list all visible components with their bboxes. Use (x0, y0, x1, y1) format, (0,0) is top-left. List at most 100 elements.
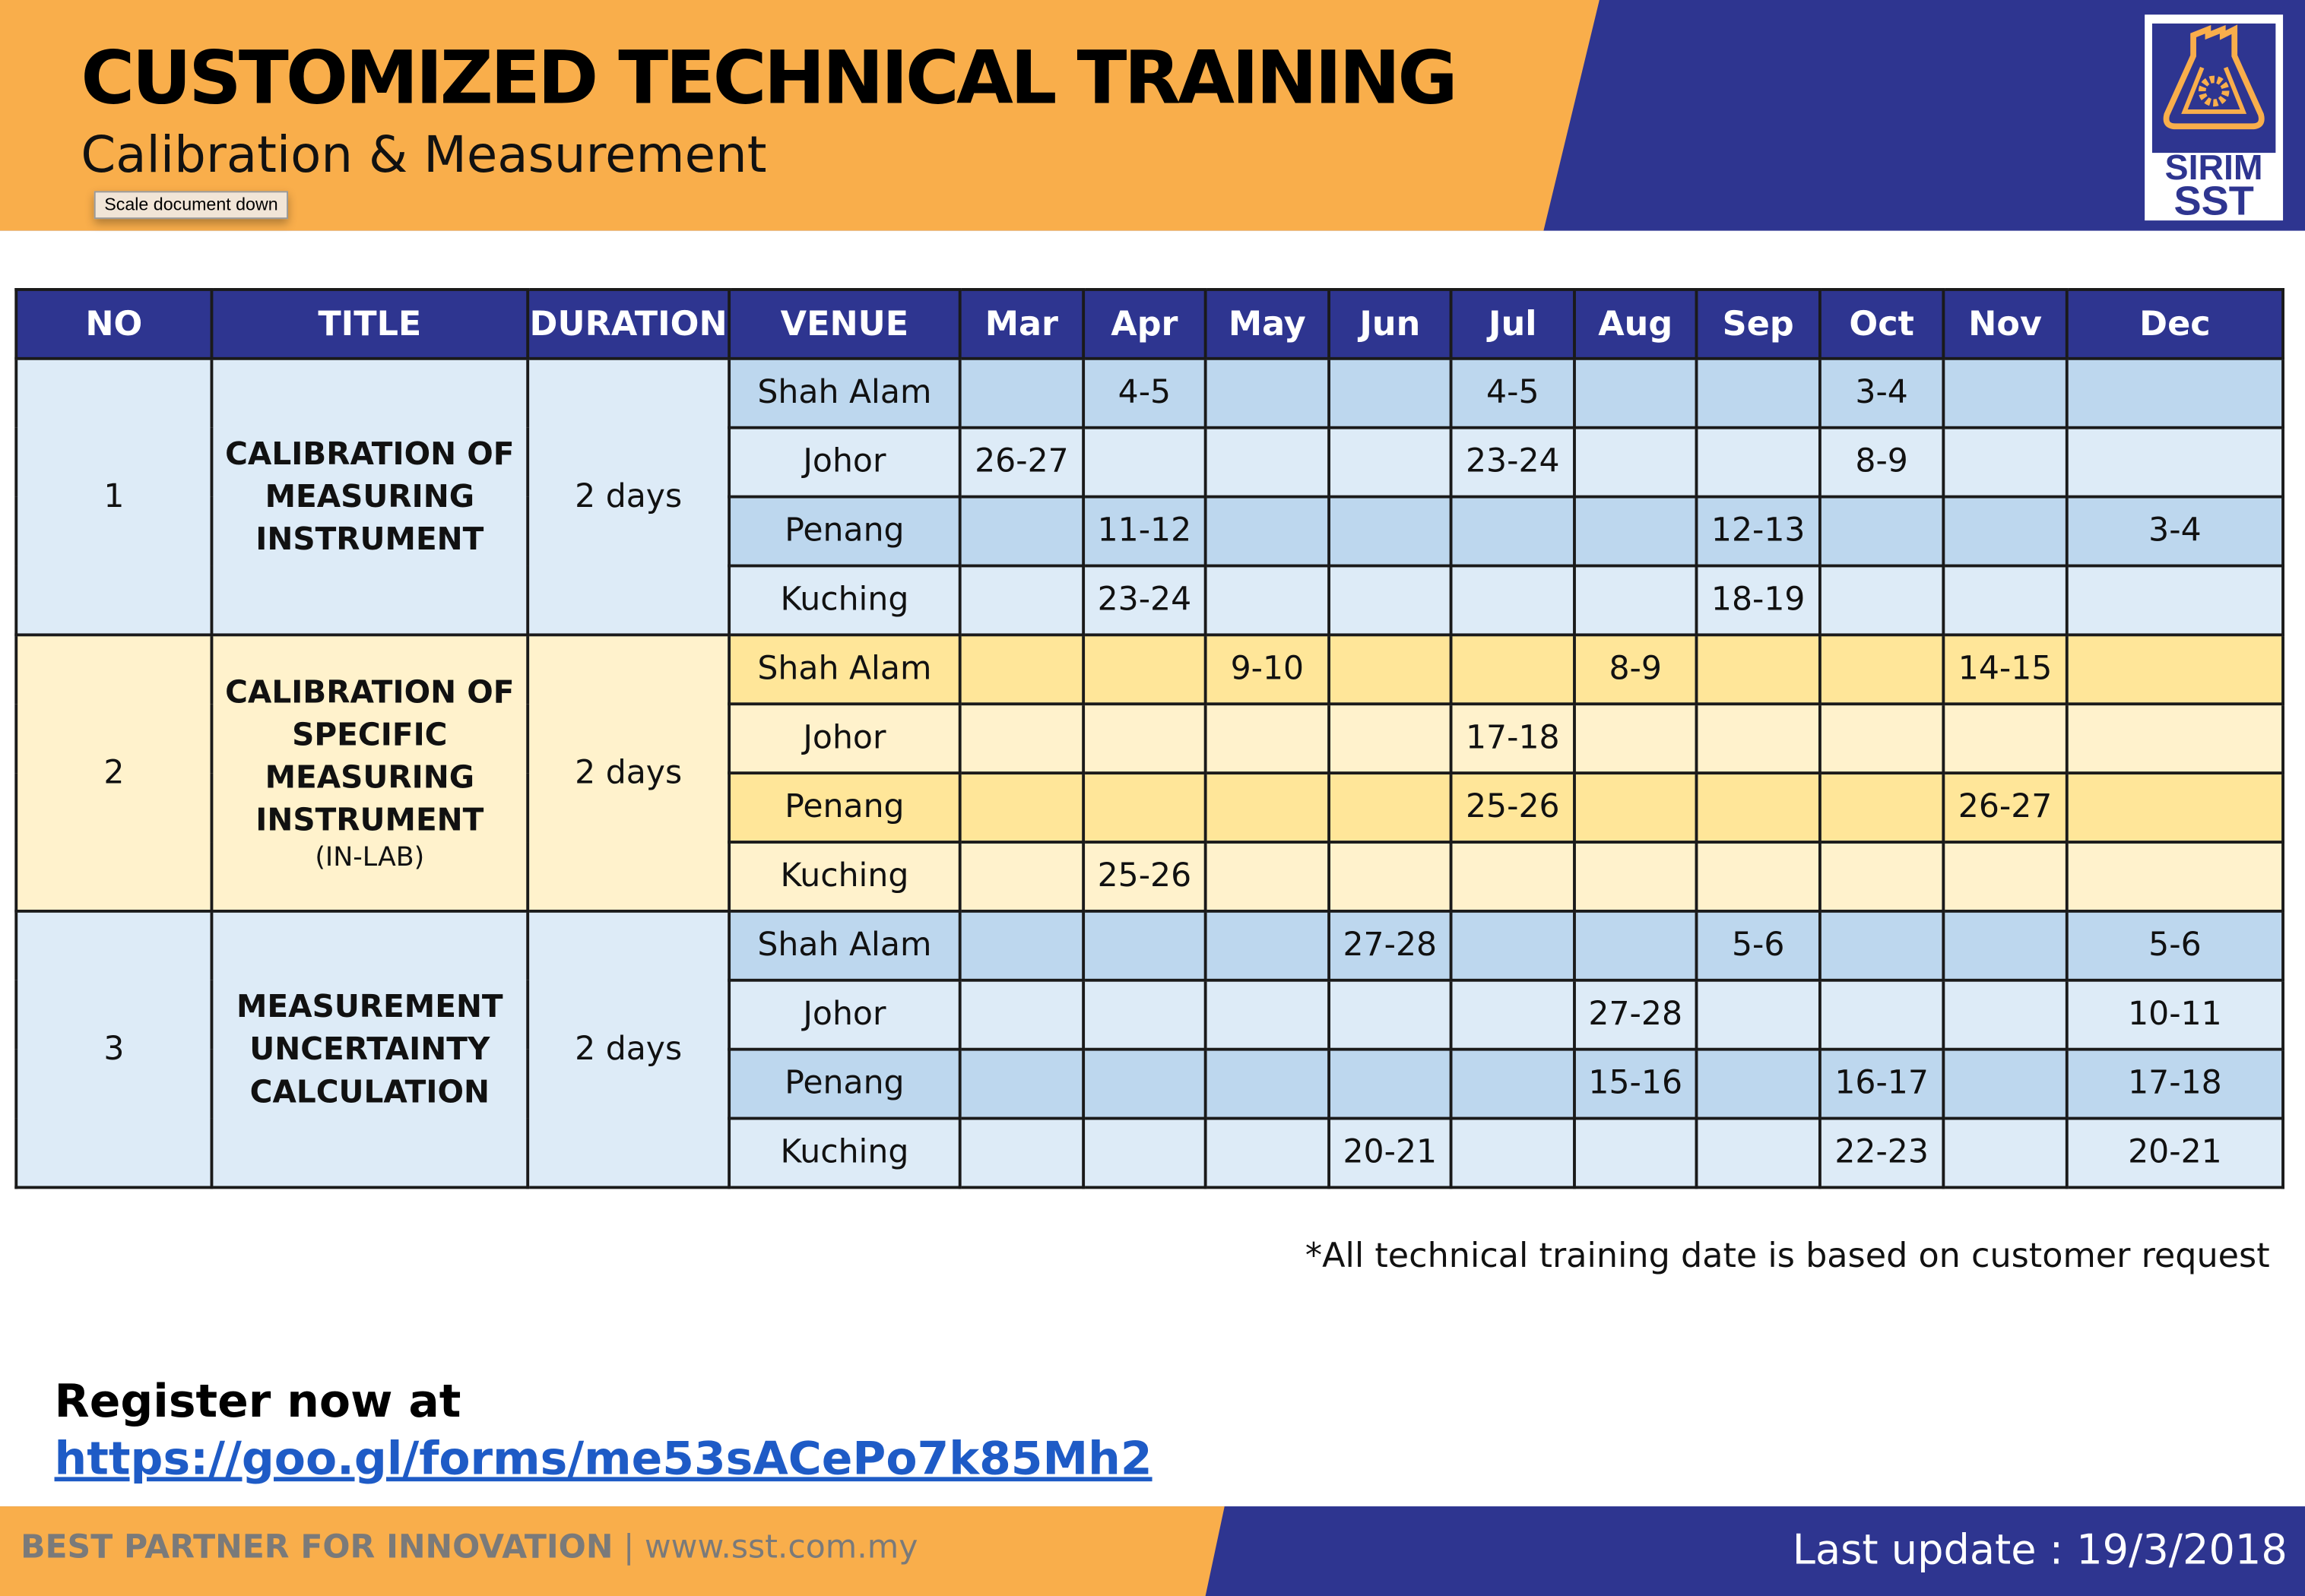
date-cell (1327, 841, 1453, 913)
date-cell (958, 841, 1086, 913)
date-cell (1695, 1047, 1821, 1120)
date-cell (1327, 633, 1453, 706)
date-cell (1818, 702, 1945, 775)
date-cell (2065, 702, 2284, 775)
date-cell (958, 909, 1086, 982)
date-cell (1203, 702, 1330, 775)
date-cell (1573, 495, 1698, 568)
date-cell (1203, 564, 1330, 637)
date-cell: 20-21 (2065, 1116, 2284, 1189)
date-cell: 26-27 (958, 426, 1086, 499)
column-header: Aug (1573, 288, 1698, 360)
date-cell (1818, 909, 1945, 982)
date-cell: 27-28 (1573, 978, 1698, 1051)
date-cell: 4-5 (1449, 356, 1576, 429)
date-cell: 27-28 (1327, 909, 1453, 982)
column-header: Jun (1327, 288, 1453, 360)
tagline: BEST PARTNER FOR INNOVATION (21, 1529, 614, 1567)
table-row: 2 CALIBRATION OF SPECIFIC MEASURING INSTR… (14, 633, 2284, 913)
date-cell (1449, 909, 1576, 982)
course-title: MEASUREMENT UNCERTAINTY CALCULATION (210, 909, 530, 1189)
date-cell: 15-16 (1573, 1047, 1698, 1120)
course-title-subtext: (IN-LAB) (315, 842, 425, 873)
date-cell (958, 356, 1086, 429)
date-cell (1082, 909, 1207, 982)
date-cell (1327, 771, 1453, 844)
column-header: VENUE (728, 288, 962, 360)
date-cell (1203, 426, 1330, 499)
date-cell (1203, 1116, 1330, 1189)
date-cell (1082, 1116, 1207, 1189)
venue-cell: Penang (728, 771, 962, 844)
course-title: CALIBRATION OF SPECIFIC MEASURING INSTRU… (210, 633, 530, 913)
date-cell: 25-26 (1082, 841, 1207, 913)
date-cell (1449, 978, 1576, 1051)
course-number: 1 (14, 356, 214, 637)
date-cell (1327, 495, 1453, 568)
table-header-row: NO TITLE DURATION VENUE Mar Apr May Jun Jul Aug Se… (14, 288, 2284, 360)
date-cell (1818, 564, 1945, 637)
table-row: Johor 17-18 (16, 702, 2284, 775)
date-cell (2065, 426, 2284, 499)
column-header: Nov (1942, 288, 2069, 360)
date-cell (958, 978, 1086, 1051)
date-cell: 10-11 (2065, 978, 2284, 1051)
table-row: Penang 15-16 16-17 17-18 (16, 1047, 2284, 1120)
course-title-text: MEASUREMENT UNCERTAINTY CALCULATION (236, 988, 503, 1109)
table-row: Johor 26-27 23-24 8-9 (16, 426, 2284, 499)
tooltip: Scale document down (94, 191, 289, 220)
course-duration: 2 days (526, 909, 731, 1189)
date-cell: 20-21 (1327, 1116, 1453, 1189)
date-cell: 3-4 (1818, 356, 1945, 429)
date-cell (1203, 356, 1330, 429)
date-cell (1818, 495, 1945, 568)
date-cell (1203, 771, 1330, 844)
date-cell (1082, 426, 1207, 499)
date-cell (1695, 702, 1821, 775)
date-cell (1573, 841, 1698, 913)
date-cell (958, 1047, 1086, 1120)
sirim-sst-logo: SIRIM SST (2145, 14, 2284, 221)
venue-cell: Penang (728, 1047, 962, 1120)
date-cell (1573, 1116, 1698, 1189)
venue-cell: Johor (728, 426, 962, 499)
date-cell (1695, 633, 1821, 706)
date-cell (1203, 909, 1330, 982)
course-duration: 2 days (526, 633, 731, 913)
venue-cell: Johor (728, 978, 962, 1051)
date-cell: 8-9 (1818, 426, 1945, 499)
date-cell: 18-19 (1695, 564, 1821, 637)
footnote: *All technical training date is based on… (1305, 1237, 2270, 1276)
table-row: Penang 11-12 12-13 3-4 (16, 495, 2284, 568)
footer-banner-orange (0, 1506, 1225, 1596)
date-cell (1818, 978, 1945, 1051)
date-cell (1327, 702, 1453, 775)
date-cell (1573, 356, 1698, 429)
column-header: Dec (2065, 288, 2284, 360)
date-cell (2065, 771, 2284, 844)
column-header: Sep (1695, 288, 1821, 360)
date-cell (1695, 356, 1821, 429)
date-cell (1573, 909, 1698, 982)
registration-link[interactable]: https://goo.gl/forms/me53sACePo7k85Mh2 (54, 1433, 1152, 1486)
date-cell (2065, 564, 2284, 637)
date-cell (958, 564, 1086, 637)
date-cell (1449, 633, 1576, 706)
venue-cell: Kuching (728, 564, 962, 637)
venue-cell: Shah Alam (728, 356, 962, 429)
date-cell: 23-24 (1082, 564, 1207, 637)
date-cell: 5-6 (1695, 909, 1821, 982)
date-cell (2065, 841, 2284, 913)
date-cell (1327, 564, 1453, 637)
date-cell (1818, 771, 1945, 844)
date-cell: 14-15 (1942, 633, 2069, 706)
venue-cell: Shah Alam (728, 909, 962, 982)
date-cell (1942, 978, 2069, 1051)
date-cell (1818, 841, 1945, 913)
date-cell (1942, 841, 2069, 913)
date-cell (1942, 1047, 2069, 1120)
table-row: 1 CALIBRATION OF MEASURING INSTRUMENT 2 da… (14, 356, 2284, 637)
date-cell: 16-17 (1818, 1047, 1945, 1120)
table-row: Kuching 23-24 18-19 (16, 564, 2284, 637)
date-cell (1573, 702, 1698, 775)
